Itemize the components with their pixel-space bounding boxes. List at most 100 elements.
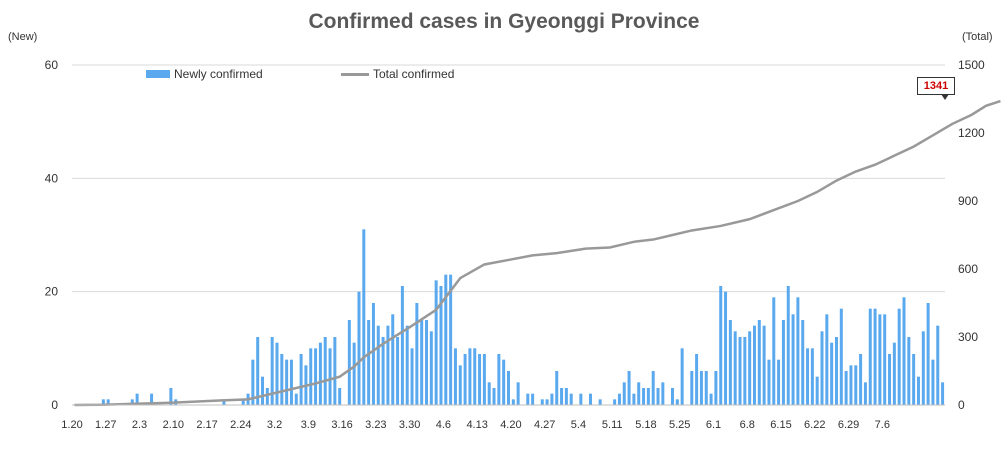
bar-newly-confirmed xyxy=(757,320,761,405)
bar-newly-confirmed xyxy=(844,371,848,405)
bar-newly-confirmed xyxy=(434,280,438,405)
x-tick-label: 6.8 xyxy=(740,419,755,431)
bar-newly-confirmed xyxy=(820,331,824,405)
x-tick-label: 3.23 xyxy=(365,419,386,431)
bar-newly-confirmed xyxy=(150,393,154,405)
bar-newly-confirmed xyxy=(478,354,482,405)
x-tick-label: 6.1 xyxy=(706,419,721,431)
bar-newly-confirmed xyxy=(892,342,896,405)
bar-newly-confirmed xyxy=(285,359,289,405)
bar-newly-confirmed xyxy=(627,371,631,405)
bar-newly-confirmed xyxy=(704,371,708,405)
bar-newly-confirmed xyxy=(738,337,742,405)
x-tick-labels: 1.20 1.27 2.3 2.10 2.17 2.24 3.2 3.9 3.16 3.23 3.3… xyxy=(61,419,890,431)
bar-newly-confirmed xyxy=(931,359,935,405)
y-left-tick-label: 0 xyxy=(51,398,58,412)
x-tick-label: 6.22 xyxy=(804,419,825,431)
bar-newly-confirmed xyxy=(772,297,776,405)
total-callout: 1341 xyxy=(917,77,955,95)
bar-newly-confirmed xyxy=(294,393,298,405)
bar-newly-confirmed xyxy=(497,354,501,405)
bar-newly-confirmed xyxy=(728,320,732,405)
bar-newly-confirmed xyxy=(468,348,472,405)
bar-newly-confirmed xyxy=(767,359,771,405)
x-tick-label: 2.3 xyxy=(132,419,147,431)
bar-newly-confirmed xyxy=(357,291,361,405)
x-tick-label: 4.13 xyxy=(466,419,487,431)
x-tick-label: 1.27 xyxy=(95,419,116,431)
legend-item-total-confirmed: Total confirmed xyxy=(341,67,454,81)
bar-newly-confirmed xyxy=(589,393,592,405)
bar-newly-confirmed xyxy=(912,354,916,405)
bar-newly-confirmed xyxy=(916,376,920,405)
bar-newly-confirmed xyxy=(333,337,337,405)
bar-newly-confirmed xyxy=(632,393,636,405)
bar-newly-confirmed xyxy=(777,359,781,405)
bar-newly-confirmed xyxy=(391,314,395,405)
bar-newly-confirmed xyxy=(352,342,356,405)
bar-newly-confirmed xyxy=(473,348,477,405)
y-right-tick-label: 1500 xyxy=(958,58,985,72)
legend-item-newly-confirmed: Newly confirmed xyxy=(146,67,263,81)
x-tick-label: 1.20 xyxy=(61,419,82,431)
bar-newly-confirmed xyxy=(839,308,843,405)
bar-newly-confirmed xyxy=(420,320,424,405)
bar-newly-confirmed xyxy=(796,297,800,405)
bar-series-newly-confirmed xyxy=(101,229,945,405)
bar-newly-confirmed xyxy=(540,399,544,405)
x-tick-label: 5.25 xyxy=(669,419,690,431)
y-left-tick-label: 40 xyxy=(45,171,59,185)
callout-tail xyxy=(941,94,949,100)
bar-newly-confirmed xyxy=(526,393,530,405)
x-tick-label: 7.6 xyxy=(875,419,890,431)
bar-newly-confirmed xyxy=(449,274,453,405)
bar-newly-confirmed xyxy=(941,382,945,405)
y-right-tick-label: 900 xyxy=(958,194,978,208)
bar-newly-confirmed xyxy=(613,399,617,405)
bar-newly-confirmed xyxy=(897,308,901,405)
bar-newly-confirmed xyxy=(289,359,293,405)
bar-newly-confirmed xyxy=(492,388,496,405)
bar-newly-confirmed xyxy=(101,399,105,405)
bar-newly-confirmed xyxy=(314,348,318,405)
bar-newly-confirmed xyxy=(381,337,385,405)
bar-newly-confirmed xyxy=(863,382,867,405)
bar-newly-confirmed xyxy=(622,382,626,405)
x-tick-label: 4.20 xyxy=(500,419,521,431)
bar-newly-confirmed xyxy=(786,286,790,405)
bar-newly-confirmed xyxy=(810,348,814,405)
x-tick-label: 3.30 xyxy=(399,419,420,431)
bar-newly-confirmed xyxy=(873,308,877,405)
y-right-tick-label: 300 xyxy=(958,330,978,344)
bar-newly-confirmed xyxy=(921,331,925,405)
bar-newly-confirmed xyxy=(502,359,506,405)
bar-newly-confirmed xyxy=(256,337,260,405)
bar-newly-confirmed xyxy=(444,274,448,405)
bar-newly-confirmed xyxy=(661,382,665,405)
x-tick-label: 3.16 xyxy=(331,419,352,431)
bar-newly-confirmed xyxy=(135,393,139,405)
bar-newly-confirmed xyxy=(347,320,351,405)
bar-newly-confirmed xyxy=(280,354,284,405)
bar-newly-confirmed xyxy=(169,388,173,405)
bar-newly-confirmed xyxy=(617,393,621,405)
bar-newly-confirmed xyxy=(222,399,226,405)
bar-newly-confirmed xyxy=(656,388,660,405)
x-tick-label: 4.6 xyxy=(436,419,451,431)
bar-newly-confirmed xyxy=(458,365,462,405)
bar-newly-confirmed xyxy=(709,393,713,405)
bar-newly-confirmed xyxy=(386,325,390,405)
x-tick-label: 2.17 xyxy=(196,419,217,431)
bar-newly-confirmed xyxy=(429,331,433,405)
bar-newly-confirmed xyxy=(830,342,834,405)
bar-newly-confirmed xyxy=(376,325,380,405)
bar-newly-confirmed xyxy=(642,388,646,405)
bar-newly-confirmed xyxy=(646,388,650,405)
bar-newly-confirmed xyxy=(781,320,785,405)
bar-newly-confirmed xyxy=(463,354,467,405)
bar-newly-confirmed xyxy=(801,320,805,405)
bar-newly-confirmed xyxy=(550,393,554,405)
bar-newly-confirmed xyxy=(410,348,414,405)
bar-newly-confirmed xyxy=(396,337,400,405)
bar-newly-confirmed xyxy=(511,399,515,405)
